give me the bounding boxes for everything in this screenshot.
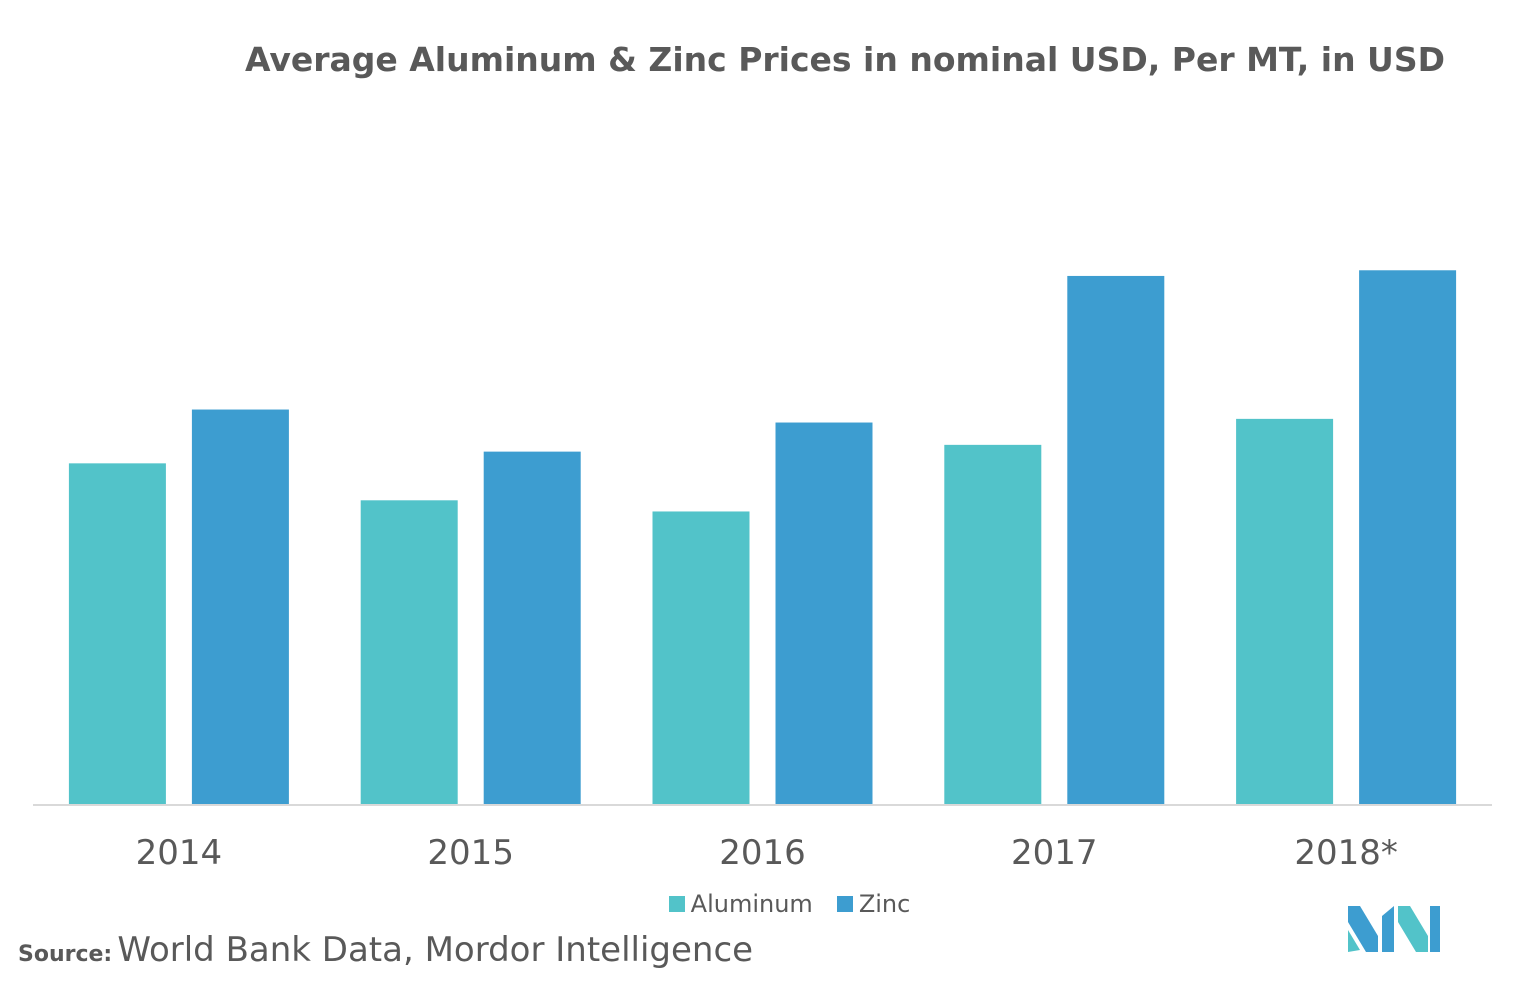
source-text: World Bank Data, Mordor Intelligence (117, 930, 754, 970)
bars-group (68, 270, 1457, 805)
bar-zinc-2017 (1067, 275, 1165, 805)
bar-zinc-2018 (1359, 270, 1457, 805)
bar-aluminum-2014 (68, 463, 166, 805)
legend-label-zinc: Zinc (858, 890, 911, 918)
source-label: Source: (18, 942, 113, 967)
bar-aluminum-2017 (944, 444, 1042, 805)
logo-shape-4 (1398, 906, 1428, 952)
x-tick-labels: 2014 2015 2016 2017 2018* (136, 833, 1398, 873)
mordor-intelligence-logo-icon (1348, 906, 1440, 952)
logo-shape-5 (1430, 906, 1440, 952)
bar-zinc-2016 (775, 422, 873, 805)
source-note: Source: World Bank Data, Mordor Intellig… (18, 930, 753, 970)
logo-shape-3 (1382, 906, 1394, 952)
legend: Aluminum Zinc (0, 890, 1519, 918)
x-tick-label: 2015 (427, 833, 514, 873)
logo-shape-2 (1348, 930, 1360, 952)
legend-item-zinc: Zinc (836, 890, 911, 918)
bar-aluminum-2016 (652, 511, 750, 805)
x-tick-label: 2016 (719, 833, 806, 873)
chart-title: Average Aluminum & Zinc Prices in nomina… (244, 40, 1446, 79)
x-tick-label: 2018* (1294, 833, 1398, 873)
bar-aluminum-2015 (360, 500, 458, 805)
logo-shape-1 (1348, 906, 1378, 952)
x-tick-label: 2017 (1011, 833, 1098, 873)
x-tick-label: 2014 (136, 833, 223, 873)
legend-swatch-zinc (836, 896, 853, 912)
legend-swatch-aluminum (668, 896, 685, 912)
bar-aluminum-2018 (1236, 418, 1334, 805)
legend-item-aluminum: Aluminum (668, 890, 813, 918)
bar-zinc-2014 (191, 409, 289, 805)
bar-zinc-2015 (483, 451, 581, 805)
legend-label-aluminum: Aluminum (690, 890, 813, 918)
